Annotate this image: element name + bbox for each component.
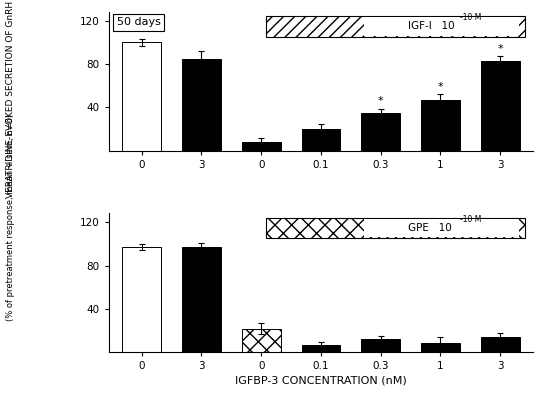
Bar (122, 247, 161, 352)
Bar (242, 142, 281, 151)
Bar (361, 339, 400, 352)
Text: (% of pretreatment response, mean + sem, n=6): (% of pretreatment response, mean + sem,… (7, 114, 15, 322)
Bar (266, 218, 524, 238)
Text: *: * (378, 96, 384, 107)
Text: *: * (497, 44, 503, 54)
Bar (301, 129, 341, 151)
Bar (242, 329, 281, 352)
Bar (364, 17, 520, 36)
Bar (481, 337, 520, 352)
Bar (122, 42, 161, 151)
Text: GPE   10: GPE 10 (408, 223, 452, 233)
Text: -10 M: -10 M (460, 215, 481, 224)
Bar (364, 219, 520, 237)
Bar (182, 59, 221, 151)
Bar (182, 247, 221, 352)
Text: -10 M: -10 M (460, 13, 481, 22)
Bar (361, 113, 400, 151)
Bar (421, 100, 460, 151)
Text: IGF-I   10: IGF-I 10 (408, 21, 455, 31)
Bar (301, 345, 341, 352)
Bar (266, 16, 524, 37)
X-axis label: IGFBP-3 CONCENTRATION (nM): IGFBP-3 CONCENTRATION (nM) (235, 376, 407, 386)
Text: *: * (438, 82, 443, 92)
Bar (481, 61, 520, 151)
Text: VERATRIDINE-EVOKED SECRETION OF GnRH: VERATRIDINE-EVOKED SECRETION OF GnRH (7, 0, 15, 198)
Text: 50 days: 50 days (116, 17, 160, 27)
Bar (421, 343, 460, 352)
